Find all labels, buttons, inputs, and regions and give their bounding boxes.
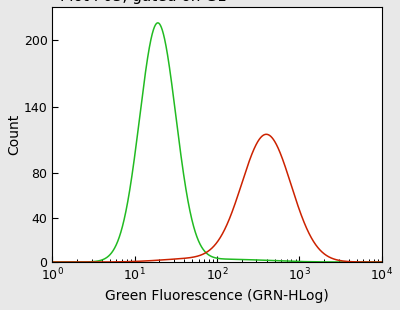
Text: Plot P03, gated on G1: Plot P03, gated on G1 [60, 0, 227, 4]
Y-axis label: Count: Count [7, 114, 21, 155]
X-axis label: Green Fluorescence (GRN-HLog): Green Fluorescence (GRN-HLog) [105, 289, 329, 303]
